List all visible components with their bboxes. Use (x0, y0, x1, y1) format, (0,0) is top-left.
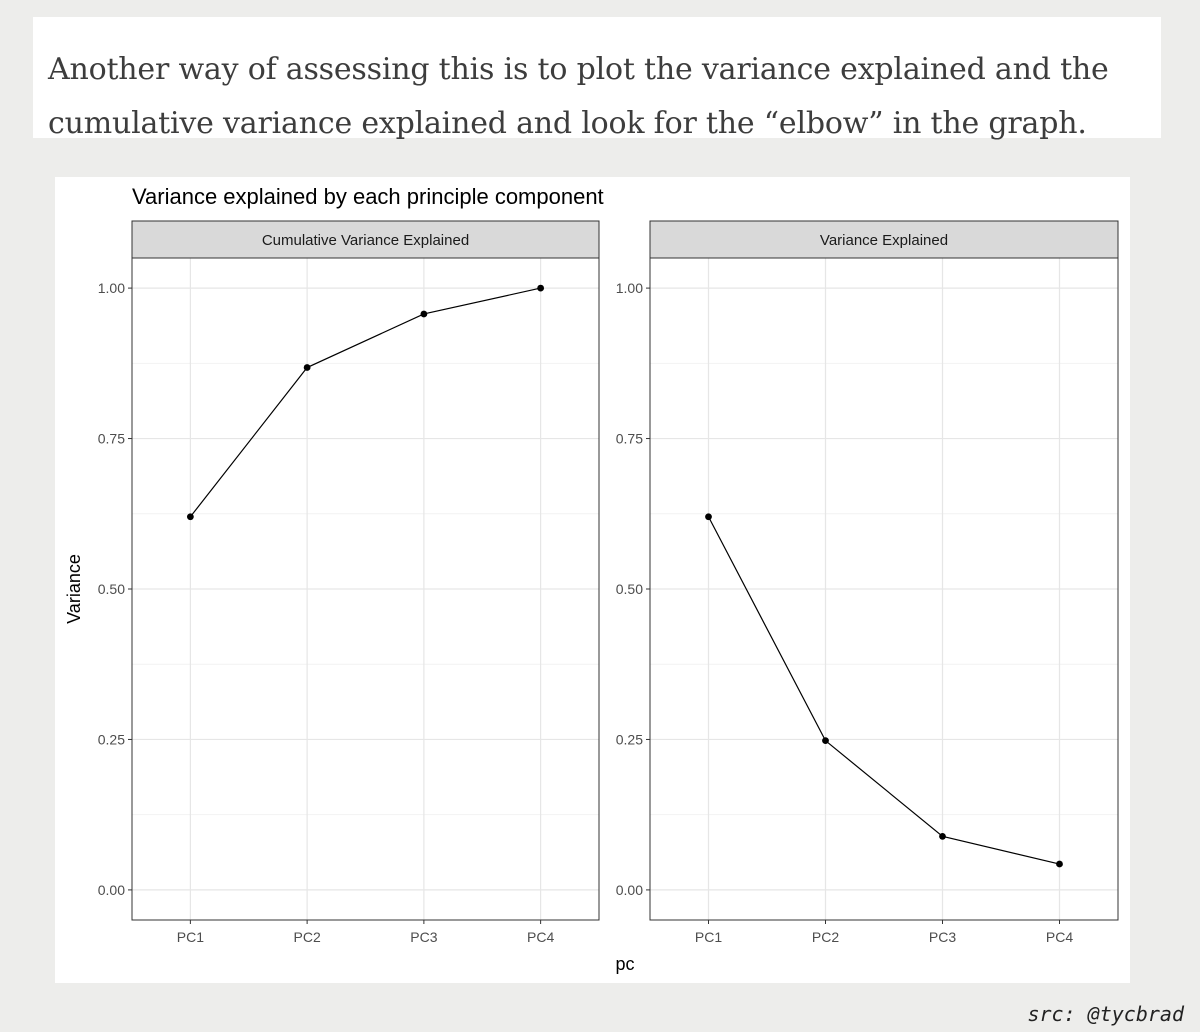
panel-1-ytick-label: 1.00 (98, 280, 125, 296)
caption-box: Another way of assessing this is to plot… (33, 17, 1161, 141)
panel-2-xtick-label: PC4 (1046, 929, 1073, 945)
caption-line-1: Another way of assessing this is to plot… (48, 52, 1109, 87)
panel-1-point-pc4 (537, 284, 545, 292)
chart-title: Variance explained by each principle com… (132, 184, 604, 209)
panel-2-ytick-label: 0.25 (616, 731, 643, 747)
panel-2-point-pc1 (705, 513, 712, 521)
panel-2-ytick-label: 1.00 (616, 280, 643, 296)
panel-1-xtick-label: PC1 (177, 929, 204, 945)
panel-2-strip-label: Variance Explained (820, 232, 948, 249)
faceted-line-chart: Variance explained by each principle com… (64, 184, 1119, 974)
panel-1-xtick-label: PC2 (294, 929, 321, 945)
panel-2-ytick-label: 0.50 (616, 581, 643, 597)
panel-1-ytick-label: 0.00 (98, 882, 125, 898)
panel-2-ytick-label: 0.00 (616, 882, 643, 898)
panel-2-ytick-label: 0.75 (616, 431, 643, 447)
panel-2-point-pc4 (1056, 860, 1063, 868)
panel-2-xtick-label: PC2 (812, 929, 839, 945)
panel-2-xtick-label: PC1 (695, 929, 722, 945)
chart-container: Variance explained by each principle com… (55, 177, 1130, 983)
panel-1-strip-label: Cumulative Variance Explained (262, 232, 469, 249)
panel-2-point-pc2 (822, 737, 829, 745)
panel-1-strip (131, 220, 600, 259)
panel-1-point-pc1 (186, 513, 194, 521)
panel-1-series-line (189, 287, 541, 518)
caption-line-2: cumulative variance explained and look f… (48, 106, 1087, 141)
panel-2-series-line (707, 516, 1060, 865)
panel-1-point-pc3 (420, 310, 428, 318)
source-credit: src: @tycbrad (1027, 1002, 1184, 1026)
panel-1-ytick-label: 0.50 (98, 581, 125, 597)
x-axis-label: pc (615, 954, 634, 974)
panel-1-xtick-label: PC4 (527, 929, 554, 945)
panel-1-ytick-label: 0.25 (98, 731, 125, 747)
panel-1-xtick-label: PC3 (410, 929, 437, 945)
panel-2-xtick-label: PC3 (929, 929, 956, 945)
panel-2-strip (649, 220, 1119, 259)
panel-1-point-pc2 (303, 364, 311, 371)
panel-2-point-pc3 (939, 832, 946, 840)
y-axis-label: Variance (64, 554, 84, 624)
panel-1-ytick-label: 0.75 (98, 431, 125, 447)
